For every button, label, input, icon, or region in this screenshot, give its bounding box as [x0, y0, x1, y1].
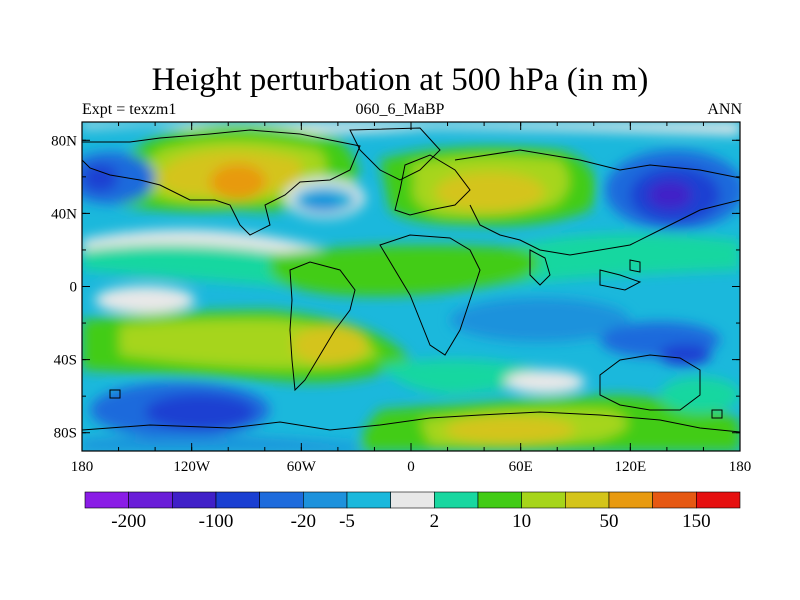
- colorbar-swatch: [390, 491, 435, 509]
- colorbar-label: 150: [682, 511, 711, 532]
- axis-labels: 80N 40N 0 40S 80S 180 120W 60W 0 60E 120E 180: [51, 133, 751, 475]
- axis-ticks: [81, 122, 741, 451]
- colorbar-swatch: [477, 491, 522, 509]
- colorbar-label: 2: [430, 511, 440, 532]
- colorbar-swatch: [84, 491, 129, 509]
- plot-title: Height perturbation at 500 hPa (in m): [151, 62, 649, 98]
- colorbar-swatch: [652, 491, 697, 509]
- lat-tick-label: 0: [70, 280, 78, 296]
- lon-tick-label: 120W: [173, 459, 211, 475]
- colorbar-swatch: [565, 491, 610, 509]
- colorbar-swatch: [434, 491, 479, 509]
- colorbar-swatch: [215, 491, 260, 509]
- colorbar-swatch: [521, 491, 566, 509]
- lat-tick-label: 80N: [51, 133, 77, 149]
- period-label: 060_6_MaBP: [355, 101, 445, 118]
- colorbar-label: -100: [199, 511, 234, 532]
- lon-tick-label: 180: [729, 459, 752, 475]
- colorbar-swatch: [303, 491, 348, 509]
- colorbar-label: -20: [291, 511, 316, 532]
- lon-tick-label: 120E: [614, 459, 646, 475]
- colorbar-swatch: [128, 491, 173, 509]
- season-label: ANN: [707, 101, 742, 118]
- colorbar-labels: -200 -100 -20 -5 2 10 50 150: [111, 511, 710, 532]
- colorbar-swatch: [259, 491, 304, 509]
- colorbar-label: -5: [339, 511, 355, 532]
- experiment-label: Expt = texzm1: [82, 101, 177, 118]
- colorbar-label: 50: [600, 511, 619, 532]
- coastlines: [82, 127, 740, 433]
- lon-tick-label: 60E: [509, 459, 533, 475]
- colorbar-swatch: [172, 491, 217, 509]
- lat-tick-label: 80S: [54, 426, 77, 442]
- lon-tick-label: 180: [71, 459, 94, 475]
- colorbar: [84, 491, 741, 509]
- colorbar-label: 10: [512, 511, 531, 532]
- colorbar-swatch: [346, 491, 391, 509]
- lat-tick-label: 40N: [51, 206, 77, 222]
- lon-tick-label: 0: [407, 459, 415, 475]
- colorbar-label: -200: [111, 511, 146, 532]
- colorbar-swatch: [608, 491, 653, 509]
- colorbar-swatch: [696, 491, 741, 509]
- lat-tick-label: 40S: [54, 353, 77, 369]
- lon-tick-label: 60W: [287, 459, 317, 475]
